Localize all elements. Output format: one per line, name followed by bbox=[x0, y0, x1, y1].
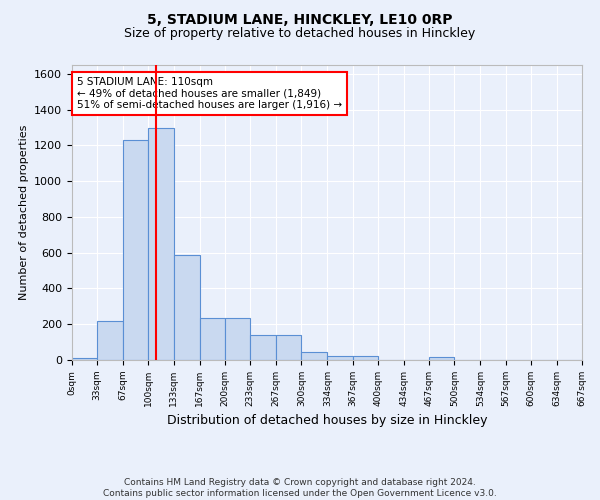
Bar bbox=[97, 320, 123, 360]
Bar bbox=[200, 318, 225, 360]
X-axis label: Distribution of detached houses by size in Hinckley: Distribution of detached houses by size … bbox=[167, 414, 487, 428]
Bar bbox=[225, 318, 250, 360]
Bar bbox=[72, 358, 97, 360]
Y-axis label: Number of detached properties: Number of detached properties bbox=[19, 125, 29, 300]
Bar bbox=[250, 335, 276, 360]
Text: Contains HM Land Registry data © Crown copyright and database right 2024.
Contai: Contains HM Land Registry data © Crown c… bbox=[103, 478, 497, 498]
Text: 5 STADIUM LANE: 110sqm
← 49% of detached houses are smaller (1,849)
51% of semi-: 5 STADIUM LANE: 110sqm ← 49% of detached… bbox=[77, 77, 342, 110]
Bar bbox=[328, 356, 353, 360]
Text: 5, STADIUM LANE, HINCKLEY, LE10 0RP: 5, STADIUM LANE, HINCKLEY, LE10 0RP bbox=[147, 12, 453, 26]
Bar bbox=[353, 356, 378, 360]
Bar bbox=[123, 140, 148, 360]
Text: Size of property relative to detached houses in Hinckley: Size of property relative to detached ho… bbox=[124, 28, 476, 40]
Bar bbox=[173, 254, 200, 360]
Bar bbox=[148, 128, 173, 360]
Bar bbox=[301, 352, 328, 360]
Bar bbox=[276, 335, 301, 360]
Bar bbox=[429, 358, 454, 360]
